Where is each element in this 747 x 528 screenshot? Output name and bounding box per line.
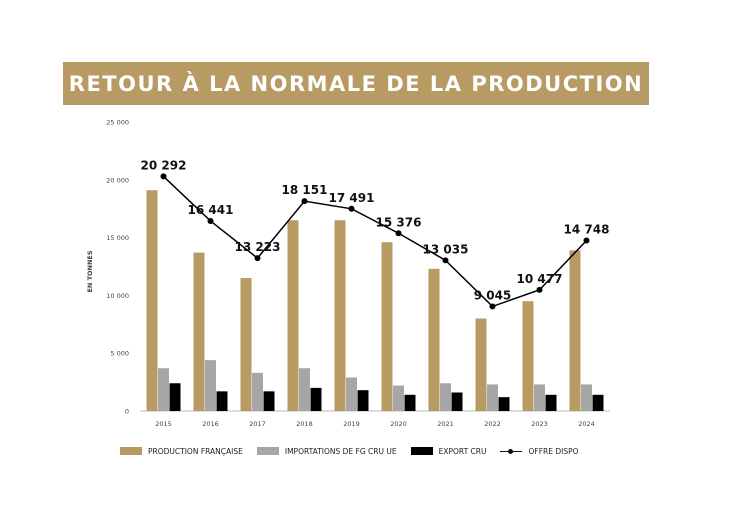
legend-swatch-production — [120, 447, 142, 455]
bar-export-cru-2016 — [216, 391, 228, 411]
data-label-offre-dispo-2024: 14 748 — [564, 223, 610, 237]
y-tick-label: 20 000 — [106, 176, 129, 184]
x-tick-label: 2023 — [531, 420, 548, 428]
data-label-offre-dispo-2021: 13 035 — [423, 242, 469, 256]
x-tick-label: 2021 — [437, 420, 454, 428]
x-tick-label: 2019 — [343, 420, 360, 428]
y-axis-title: EN TONNES — [86, 250, 94, 292]
bar-production-fran-aise-2018 — [287, 220, 299, 411]
legend-item-offre: OFFRE DISPO — [500, 446, 579, 456]
legend: PRODUCTION FRANÇAISE IMPORTATIONS DE FG … — [120, 444, 640, 458]
x-tick-label: 2016 — [202, 420, 219, 428]
bar-production-fran-aise-2023 — [522, 301, 534, 411]
data-label-offre-dispo-2016: 16 441 — [188, 203, 234, 217]
point-offre-dispo-2023 — [536, 286, 543, 293]
point-offre-dispo-2020 — [395, 230, 402, 237]
point-offre-dispo-2018 — [301, 198, 308, 205]
title-banner: RETOUR À LA NORMALE DE LA PRODUCTION — [63, 62, 649, 105]
bar-production-fran-aise-2019 — [334, 220, 346, 411]
legend-item-export: EXPORT CRU — [410, 446, 487, 456]
y-tick-label: 25 000 — [106, 119, 129, 127]
x-tick-label: 2015 — [155, 420, 172, 428]
x-tick-label: 2017 — [249, 420, 266, 428]
bar-production-fran-aise-2024 — [569, 250, 581, 411]
bar-importations-de-fg-cru-ue-2024 — [581, 384, 592, 411]
bar-importations-de-fg-cru-ue-2017 — [252, 372, 263, 411]
bar-importations-de-fg-cru-ue-2018 — [299, 368, 310, 411]
y-tick-label: 10 000 — [106, 292, 129, 300]
bar-export-cru-2018 — [310, 387, 322, 411]
data-label-offre-dispo-2015: 20 292 — [141, 158, 187, 172]
point-offre-dispo-2017 — [254, 255, 261, 262]
legend-label-production: PRODUCTION FRANÇAISE — [148, 446, 243, 456]
bar-production-fran-aise-2017 — [240, 278, 252, 411]
line-offre-dispo — [162, 175, 588, 308]
legend-swatch-offre — [500, 447, 523, 455]
legend-swatch-importations — [256, 447, 279, 455]
legend-item-production: PRODUCTION FRANÇAISE — [120, 447, 243, 456]
legend-label-offre: OFFRE DISPO — [528, 446, 579, 456]
y-tick-label: 0 — [125, 408, 129, 416]
bar-export-cru-2023 — [545, 394, 557, 411]
point-offre-dispo-2022 — [489, 303, 496, 310]
data-label-offre-dispo-2023: 10 477 — [517, 272, 563, 286]
bar-importations-de-fg-cru-ue-2022 — [487, 384, 498, 411]
bar-production-fran-aise-2020 — [381, 242, 393, 411]
bar-export-cru-2015 — [169, 383, 181, 411]
point-offre-dispo-2021 — [442, 257, 449, 264]
point-offre-dispo-2016 — [207, 217, 214, 224]
bar-importations-de-fg-cru-ue-2023 — [534, 384, 545, 411]
data-label-offre-dispo-2018: 18 151 — [282, 183, 328, 197]
bar-export-cru-2022 — [498, 397, 510, 411]
legend-item-importations: IMPORTATIONS DE FG CRU UE — [256, 446, 397, 456]
bar-production-fran-aise-2022 — [475, 318, 487, 411]
data-label-offre-dispo-2019: 17 491 — [329, 191, 375, 205]
data-label-offre-dispo-2017: 13 223 — [235, 240, 281, 254]
bar-export-cru-2019 — [357, 390, 369, 411]
bar-importations-de-fg-cru-ue-2016 — [205, 360, 216, 411]
bar-production-fran-aise-2021 — [428, 268, 440, 411]
data-label-offre-dispo-2022: 9 045 — [474, 288, 512, 302]
chart-title: RETOUR À LA NORMALE DE LA PRODUCTION — [68, 71, 644, 96]
point-offre-dispo-2019 — [348, 205, 355, 212]
legend-swatch-export — [410, 447, 433, 455]
x-tick-label: 2022 — [484, 420, 501, 428]
bar-export-cru-2020 — [404, 394, 416, 411]
x-tick-label: 2024 — [578, 420, 595, 428]
legend-label-importations: IMPORTATIONS DE FG CRU UE — [284, 446, 397, 456]
x-tick-label: 2018 — [296, 420, 313, 428]
bar-export-cru-2021 — [451, 392, 463, 411]
y-tick-label: 15 000 — [106, 234, 129, 242]
bar-importations-de-fg-cru-ue-2015 — [158, 368, 169, 411]
bar-importations-de-fg-cru-ue-2021 — [440, 383, 451, 411]
bar-production-fran-aise-2015 — [146, 190, 158, 411]
bar-importations-de-fg-cru-ue-2019 — [346, 377, 357, 411]
bar-export-cru-2024 — [592, 394, 604, 411]
legend-label-export: EXPORT CRU — [438, 446, 487, 456]
y-tick-label: 5 000 — [110, 350, 129, 358]
point-offre-dispo-2015 — [160, 173, 167, 180]
x-tick-label: 2020 — [390, 420, 407, 428]
bar-importations-de-fg-cru-ue-2020 — [393, 385, 404, 411]
point-offre-dispo-2024 — [583, 237, 590, 244]
bar-production-fran-aise-2016 — [193, 252, 205, 411]
data-label-offre-dispo-2020: 15 376 — [376, 215, 422, 229]
bar-export-cru-2017 — [263, 391, 275, 411]
